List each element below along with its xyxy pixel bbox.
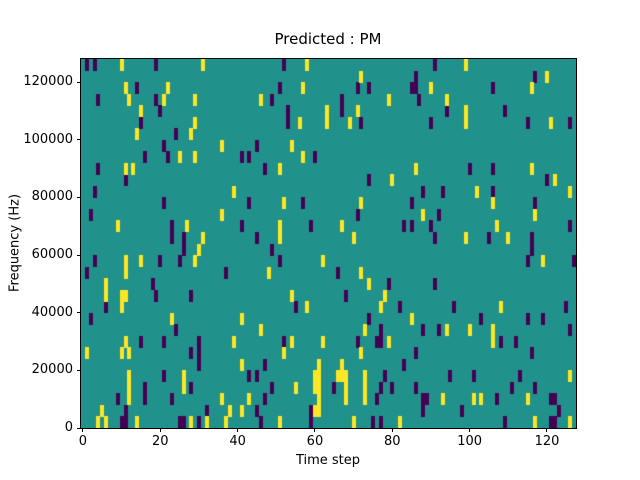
x-tick-label: 0 [78,434,88,449]
y-tick-label: 20000 [31,362,73,378]
x-tick-mark [469,428,471,432]
y-tick-mark [77,139,81,141]
chart-title: Predicted : PM [274,30,382,48]
x-tick-label: 100 [457,434,483,449]
y-axis-label: Frequency (Hz) [7,193,23,293]
x-tick-mark [314,428,316,432]
y-tick-label: 0 [64,420,73,435]
y-tick-label: 100000 [23,131,73,147]
x-tick-label: 80 [384,434,401,449]
x-tick-mark [546,428,548,432]
x-tick-label: 40 [229,434,246,449]
x-tick-mark [237,428,239,432]
y-tick-label: 40000 [31,304,73,320]
x-axis-label: Time step [295,453,361,468]
x-tick-label: 60 [306,434,324,449]
x-tick-mark [391,428,393,432]
y-tick-label: 80000 [31,189,73,205]
y-tick-label: 120000 [23,74,73,90]
y-tick-label: 60000 [31,247,73,263]
y-tick-mark [77,254,81,256]
heatmap-canvas [81,59,576,428]
y-tick-mark [77,312,81,314]
y-tick-mark [77,369,81,371]
x-tick-label: 120 [534,434,560,449]
x-tick-mark [82,428,84,432]
plot-frame [80,58,577,429]
y-tick-mark [77,81,81,83]
x-tick-label: 20 [151,434,169,449]
y-tick-mark [77,196,81,198]
y-tick-mark [77,427,81,429]
x-tick-mark [159,428,161,432]
